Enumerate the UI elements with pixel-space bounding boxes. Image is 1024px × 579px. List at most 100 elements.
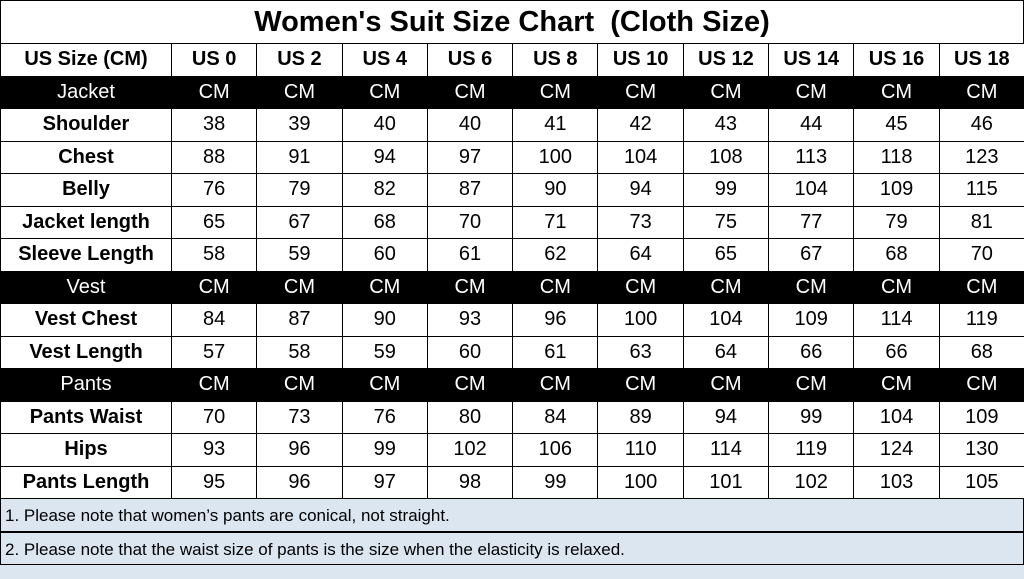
measurement-cell: 58 bbox=[170, 238, 258, 272]
measurement-cell: 64 bbox=[682, 335, 770, 369]
measurement-cell: 105 bbox=[938, 465, 1024, 499]
measurement-cell: 46 bbox=[938, 108, 1024, 142]
section-unit-cell: CM bbox=[768, 75, 855, 109]
measurement-cell: 97 bbox=[341, 465, 428, 499]
measurement-cell: 77 bbox=[768, 205, 855, 239]
section-unit-cell: CM bbox=[170, 368, 258, 402]
measurement-cell: 70 bbox=[170, 400, 258, 434]
measurement-label: Hips bbox=[0, 433, 172, 467]
section-row: Pants CM CM CM CM CM CM CM CM CM CM bbox=[0, 368, 1024, 402]
measurement-label: Pants Length bbox=[0, 465, 172, 499]
measurement-cell: 130 bbox=[938, 433, 1024, 467]
measurement-label: Vest Chest bbox=[0, 303, 172, 337]
note-1: 1. Please note that women’s pants are co… bbox=[0, 499, 1024, 532]
measurement-cell: 102 bbox=[768, 465, 855, 499]
chart-title: Women's Suit Size Chart (Cloth Size) bbox=[0, 0, 1024, 43]
section-unit-cell: CM bbox=[768, 270, 855, 304]
measurement-cell: 104 bbox=[597, 140, 684, 174]
measurement-cell: 59 bbox=[256, 238, 343, 272]
size-header-cell: US 6 bbox=[426, 43, 514, 77]
measurement-cell: 118 bbox=[853, 140, 940, 174]
measurement-cell: 43 bbox=[682, 108, 770, 142]
table-row: Vest Length 57 58 59 60 61 63 64 66 66 68 bbox=[0, 335, 1024, 369]
section-unit-cell: CM bbox=[341, 75, 428, 109]
measurement-cell: 113 bbox=[768, 140, 855, 174]
measurement-cell: 81 bbox=[938, 205, 1024, 239]
note-2: 2. Please note that the waist size of pa… bbox=[0, 532, 1024, 565]
section-row: Jacket CM CM CM CM CM CM CM CM CM CM bbox=[0, 75, 1024, 109]
measurement-cell: 95 bbox=[170, 465, 258, 499]
measurement-cell: 73 bbox=[256, 400, 343, 434]
measurement-cell: 124 bbox=[853, 433, 940, 467]
measurement-cell: 94 bbox=[597, 173, 684, 207]
section-unit-cell: CM bbox=[426, 75, 514, 109]
table-row: Hips 93 96 99 102 106 110 114 119 124 130 bbox=[0, 433, 1024, 467]
measurement-cell: 79 bbox=[853, 205, 940, 239]
size-header-cell: US 18 bbox=[938, 43, 1024, 77]
measurement-cell: 87 bbox=[256, 303, 343, 337]
measurement-cell: 91 bbox=[256, 140, 343, 174]
measurement-cell: 41 bbox=[512, 108, 599, 142]
measurement-cell: 38 bbox=[170, 108, 258, 142]
table-row: Vest Chest 84 87 90 93 96 100 104 109 114 119 bbox=[0, 303, 1024, 337]
measurement-cell: 62 bbox=[512, 238, 599, 272]
section-unit-cell: CM bbox=[256, 368, 343, 402]
size-header-cell: US 16 bbox=[853, 43, 940, 77]
measurement-label: Pants Waist bbox=[0, 400, 172, 434]
measurement-cell: 89 bbox=[597, 400, 684, 434]
measurement-cell: 114 bbox=[682, 433, 770, 467]
section-unit-cell: CM bbox=[853, 368, 940, 402]
section-unit-cell: CM bbox=[341, 270, 428, 304]
section-unit-cell: CM bbox=[682, 368, 770, 402]
measurement-cell: 84 bbox=[170, 303, 258, 337]
measurement-cell: 114 bbox=[853, 303, 940, 337]
measurement-label: Belly bbox=[0, 173, 172, 207]
section-unit-cell: CM bbox=[938, 270, 1024, 304]
measurement-cell: 75 bbox=[682, 205, 770, 239]
measurement-cell: 100 bbox=[597, 465, 684, 499]
table-row: Pants Waist 70 73 76 80 84 89 94 99 104 109 bbox=[0, 400, 1024, 434]
measurement-cell: 109 bbox=[768, 303, 855, 337]
measurement-cell: 66 bbox=[853, 335, 940, 369]
header-row: US Size (CM) US 0 US 2 US 4 US 6 US 8 US 10 US… bbox=[0, 43, 1024, 77]
measurement-cell: 60 bbox=[341, 238, 428, 272]
measurement-cell: 44 bbox=[768, 108, 855, 142]
section-unit-cell: CM bbox=[938, 368, 1024, 402]
measurement-cell: 76 bbox=[341, 400, 428, 434]
size-table: US Size (CM) US 0 US 2 US 4 US 6 US 8 US 10 US… bbox=[0, 43, 1024, 499]
measurement-cell: 42 bbox=[597, 108, 684, 142]
measurement-cell: 59 bbox=[341, 335, 428, 369]
section-unit-cell: CM bbox=[853, 75, 940, 109]
measurement-cell: 103 bbox=[853, 465, 940, 499]
section-unit-cell: CM bbox=[682, 75, 770, 109]
measurement-cell: 109 bbox=[853, 173, 940, 207]
section-unit-cell: CM bbox=[597, 270, 684, 304]
table-row: Belly 76 79 82 87 90 94 99 104 109 115 bbox=[0, 173, 1024, 207]
measurement-cell: 45 bbox=[853, 108, 940, 142]
measurement-cell: 94 bbox=[341, 140, 428, 174]
measurement-cell: 82 bbox=[341, 173, 428, 207]
measurement-cell: 71 bbox=[512, 205, 599, 239]
section-unit-cell: CM bbox=[597, 368, 684, 402]
measurement-label: Jacket length bbox=[0, 205, 172, 239]
size-header-label: US Size (CM) bbox=[0, 43, 172, 77]
measurement-label: Chest bbox=[0, 140, 172, 174]
measurement-cell: 57 bbox=[170, 335, 258, 369]
measurement-cell: 102 bbox=[426, 433, 514, 467]
measurement-cell: 67 bbox=[256, 205, 343, 239]
measurement-cell: 73 bbox=[597, 205, 684, 239]
section-unit-cell: CM bbox=[853, 270, 940, 304]
measurement-cell: 60 bbox=[426, 335, 514, 369]
measurement-cell: 99 bbox=[341, 433, 428, 467]
measurement-cell: 101 bbox=[682, 465, 770, 499]
measurement-cell: 110 bbox=[597, 433, 684, 467]
measurement-cell: 90 bbox=[341, 303, 428, 337]
measurement-cell: 96 bbox=[512, 303, 599, 337]
measurement-cell: 99 bbox=[682, 173, 770, 207]
size-header-cell: US 8 bbox=[512, 43, 599, 77]
measurement-cell: 79 bbox=[256, 173, 343, 207]
measurement-cell: 87 bbox=[426, 173, 514, 207]
measurement-cell: 65 bbox=[682, 238, 770, 272]
measurement-cell: 98 bbox=[426, 465, 514, 499]
